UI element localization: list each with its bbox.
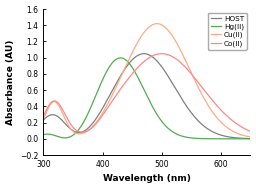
Hg(II) bbox=[52, 134, 56, 136]
Co(II) bbox=[243, 127, 246, 130]
HOST bbox=[205, 127, 208, 129]
Hg(II) bbox=[143, 89, 146, 91]
Co(II) bbox=[143, 60, 146, 63]
X-axis label: Wavelength (nm): Wavelength (nm) bbox=[103, 174, 191, 184]
Cu(II) bbox=[155, 22, 158, 25]
HOST bbox=[137, 54, 140, 56]
Legend: HOST, Hg(II), Cu(II), Co(II): HOST, Hg(II), Cu(II), Co(II) bbox=[208, 13, 247, 50]
Cu(II) bbox=[249, 136, 252, 138]
Co(II) bbox=[42, 115, 45, 117]
Hg(II) bbox=[42, 133, 45, 136]
Line: Hg(II): Hg(II) bbox=[43, 58, 250, 139]
Co(II) bbox=[81, 131, 84, 133]
HOST bbox=[243, 137, 246, 139]
Co(II) bbox=[205, 92, 208, 94]
Cu(II) bbox=[243, 135, 246, 137]
Cu(II) bbox=[137, 40, 140, 42]
Hg(II) bbox=[137, 78, 140, 80]
HOST bbox=[142, 53, 145, 55]
Cu(II) bbox=[205, 101, 208, 104]
Co(II) bbox=[52, 100, 56, 102]
Hg(II) bbox=[249, 138, 252, 140]
Hg(II) bbox=[205, 138, 208, 140]
HOST bbox=[42, 119, 45, 121]
Co(II) bbox=[137, 65, 140, 68]
Co(II) bbox=[249, 130, 252, 132]
Cu(II) bbox=[52, 101, 56, 103]
HOST bbox=[243, 137, 246, 139]
Line: HOST: HOST bbox=[43, 54, 250, 139]
HOST bbox=[52, 114, 56, 116]
Line: Co(II): Co(II) bbox=[43, 54, 250, 132]
Co(II) bbox=[160, 53, 163, 55]
Hg(II) bbox=[243, 138, 246, 140]
Y-axis label: Absorbance (AU): Absorbance (AU) bbox=[6, 39, 15, 125]
Cu(II) bbox=[243, 135, 246, 137]
Cu(II) bbox=[143, 31, 146, 33]
HOST bbox=[249, 137, 252, 140]
Hg(II) bbox=[119, 57, 122, 59]
Hg(II) bbox=[243, 138, 246, 140]
Cu(II) bbox=[42, 118, 45, 120]
Co(II) bbox=[243, 128, 246, 130]
HOST bbox=[143, 53, 146, 55]
Line: Cu(II): Cu(II) bbox=[43, 24, 250, 137]
